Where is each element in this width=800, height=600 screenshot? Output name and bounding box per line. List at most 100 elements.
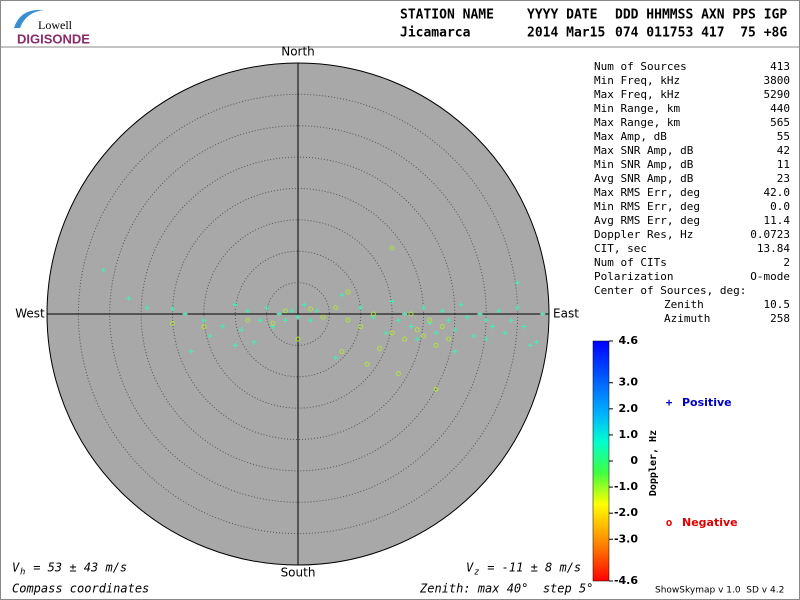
compass-north: North [281,45,315,59]
positive-point [232,342,238,348]
positive-point [239,327,245,333]
negative-point [358,324,364,330]
positive-point [100,267,106,273]
stat-value: 565 [770,116,790,129]
stat-label: Min Freq, kHz [594,74,680,87]
positive-point [251,339,257,345]
stat-label: Max SNR Amp, dB [594,144,694,157]
negative-point [377,346,383,352]
positive-point [282,317,288,323]
positive-point [264,305,270,311]
negative-point [389,330,395,336]
negative-point [427,317,433,323]
positive-point [433,330,439,336]
legend-name: Negative [682,516,738,529]
positive-point [395,317,401,323]
positive-point [370,314,376,320]
positive-point [421,305,426,311]
colorbar-tick-label: -1.0 [614,480,638,493]
positive-point [333,355,339,361]
stat-value: 11.4 [764,214,791,227]
stat-value: 42 [777,144,790,157]
positive-point [533,339,539,345]
header-label: DDD HHMMSS AXN PPS IGP [615,8,787,23]
center-value: 10.5 [764,298,791,311]
vh-sub: h [20,568,25,578]
positive-point [170,306,175,312]
footer-zenith: Zenith: max 40° step 5° [419,582,593,596]
positive-point [201,317,207,323]
positive-point [483,336,489,342]
header-label: YYYY DATE [527,8,597,23]
colorbar-tick-label: 2.0 [619,402,639,415]
header-value: Jicamarca [400,26,471,41]
center-value: 258 [770,312,790,325]
compass-east: East [553,307,579,321]
footer-version: ShowSkymap v 1.0 SD v 4.2 [655,586,784,596]
positive-point [232,302,238,308]
positive-point [308,317,314,323]
positive-point [496,308,502,314]
vz-symbol: V [466,561,474,575]
logo-top: Lowell [38,18,73,32]
stat-value: 11 [777,158,790,171]
positive-point [515,305,521,311]
positive-point [182,311,188,317]
positive-point [188,349,194,355]
stat-label: Max RMS Err, deg [594,186,700,199]
negative-point [295,336,301,342]
vz-sub: z [474,568,479,578]
colorbar-tick-label: -4.6 [614,574,638,587]
positive-point [383,330,389,336]
legend-marker: + [666,396,673,409]
vh-text: = 53 ± 43 m/s [26,561,127,575]
center-label: Zenith [664,298,704,311]
stat-value: 413 [770,60,790,73]
positive-point [389,298,395,304]
legend-name: Positive [682,396,732,409]
stat-value: 0.0723 [750,228,790,241]
stat-value: 42.0 [764,186,791,199]
negative-point [433,386,439,392]
header-value: 074 011753 417 75 +8G [615,26,787,41]
colorbar-tick-label: 0 [630,454,638,467]
positive-point [427,320,433,326]
compass-south: South [281,566,316,580]
legend-marker: o [666,516,673,529]
stat-label: Doppler Res, Hz [594,228,693,241]
positive-point [314,308,320,314]
colorbar-tick-label: 4.6 [619,334,639,347]
negative-point [364,361,370,367]
stat-value: 5290 [764,88,791,101]
stat-label: Max Range, km [594,116,680,129]
negative-point [433,342,439,348]
negative-point [345,289,351,295]
negative-point [320,314,326,320]
positive-point [358,305,364,311]
colorbar [592,340,610,582]
stat-value: 55 [777,130,790,143]
negative-point [245,317,251,323]
positive-point [245,308,251,314]
positive-point [471,333,477,339]
colorbar-label: Doppler, Hz [648,430,659,496]
positive-point [490,324,496,330]
header-label: STATION NAME [400,8,494,23]
compass-west: West [15,307,45,321]
positive-point [270,324,276,330]
positive-point [508,317,514,323]
colorbar-tick-label: -2.0 [614,506,638,519]
stat-label: Min Range, km [594,102,680,115]
stat-label: Num of CITs [594,256,667,269]
stat-label: Avg RMS Err, deg [594,214,700,227]
negative-point [282,308,288,314]
negative-point [308,306,314,312]
positive-point [521,324,527,330]
positive-point [207,333,213,339]
negative-point [421,333,426,339]
positive-point [408,324,414,330]
negative-point [333,305,339,311]
negative-point [345,317,351,323]
positive-point [446,317,452,323]
